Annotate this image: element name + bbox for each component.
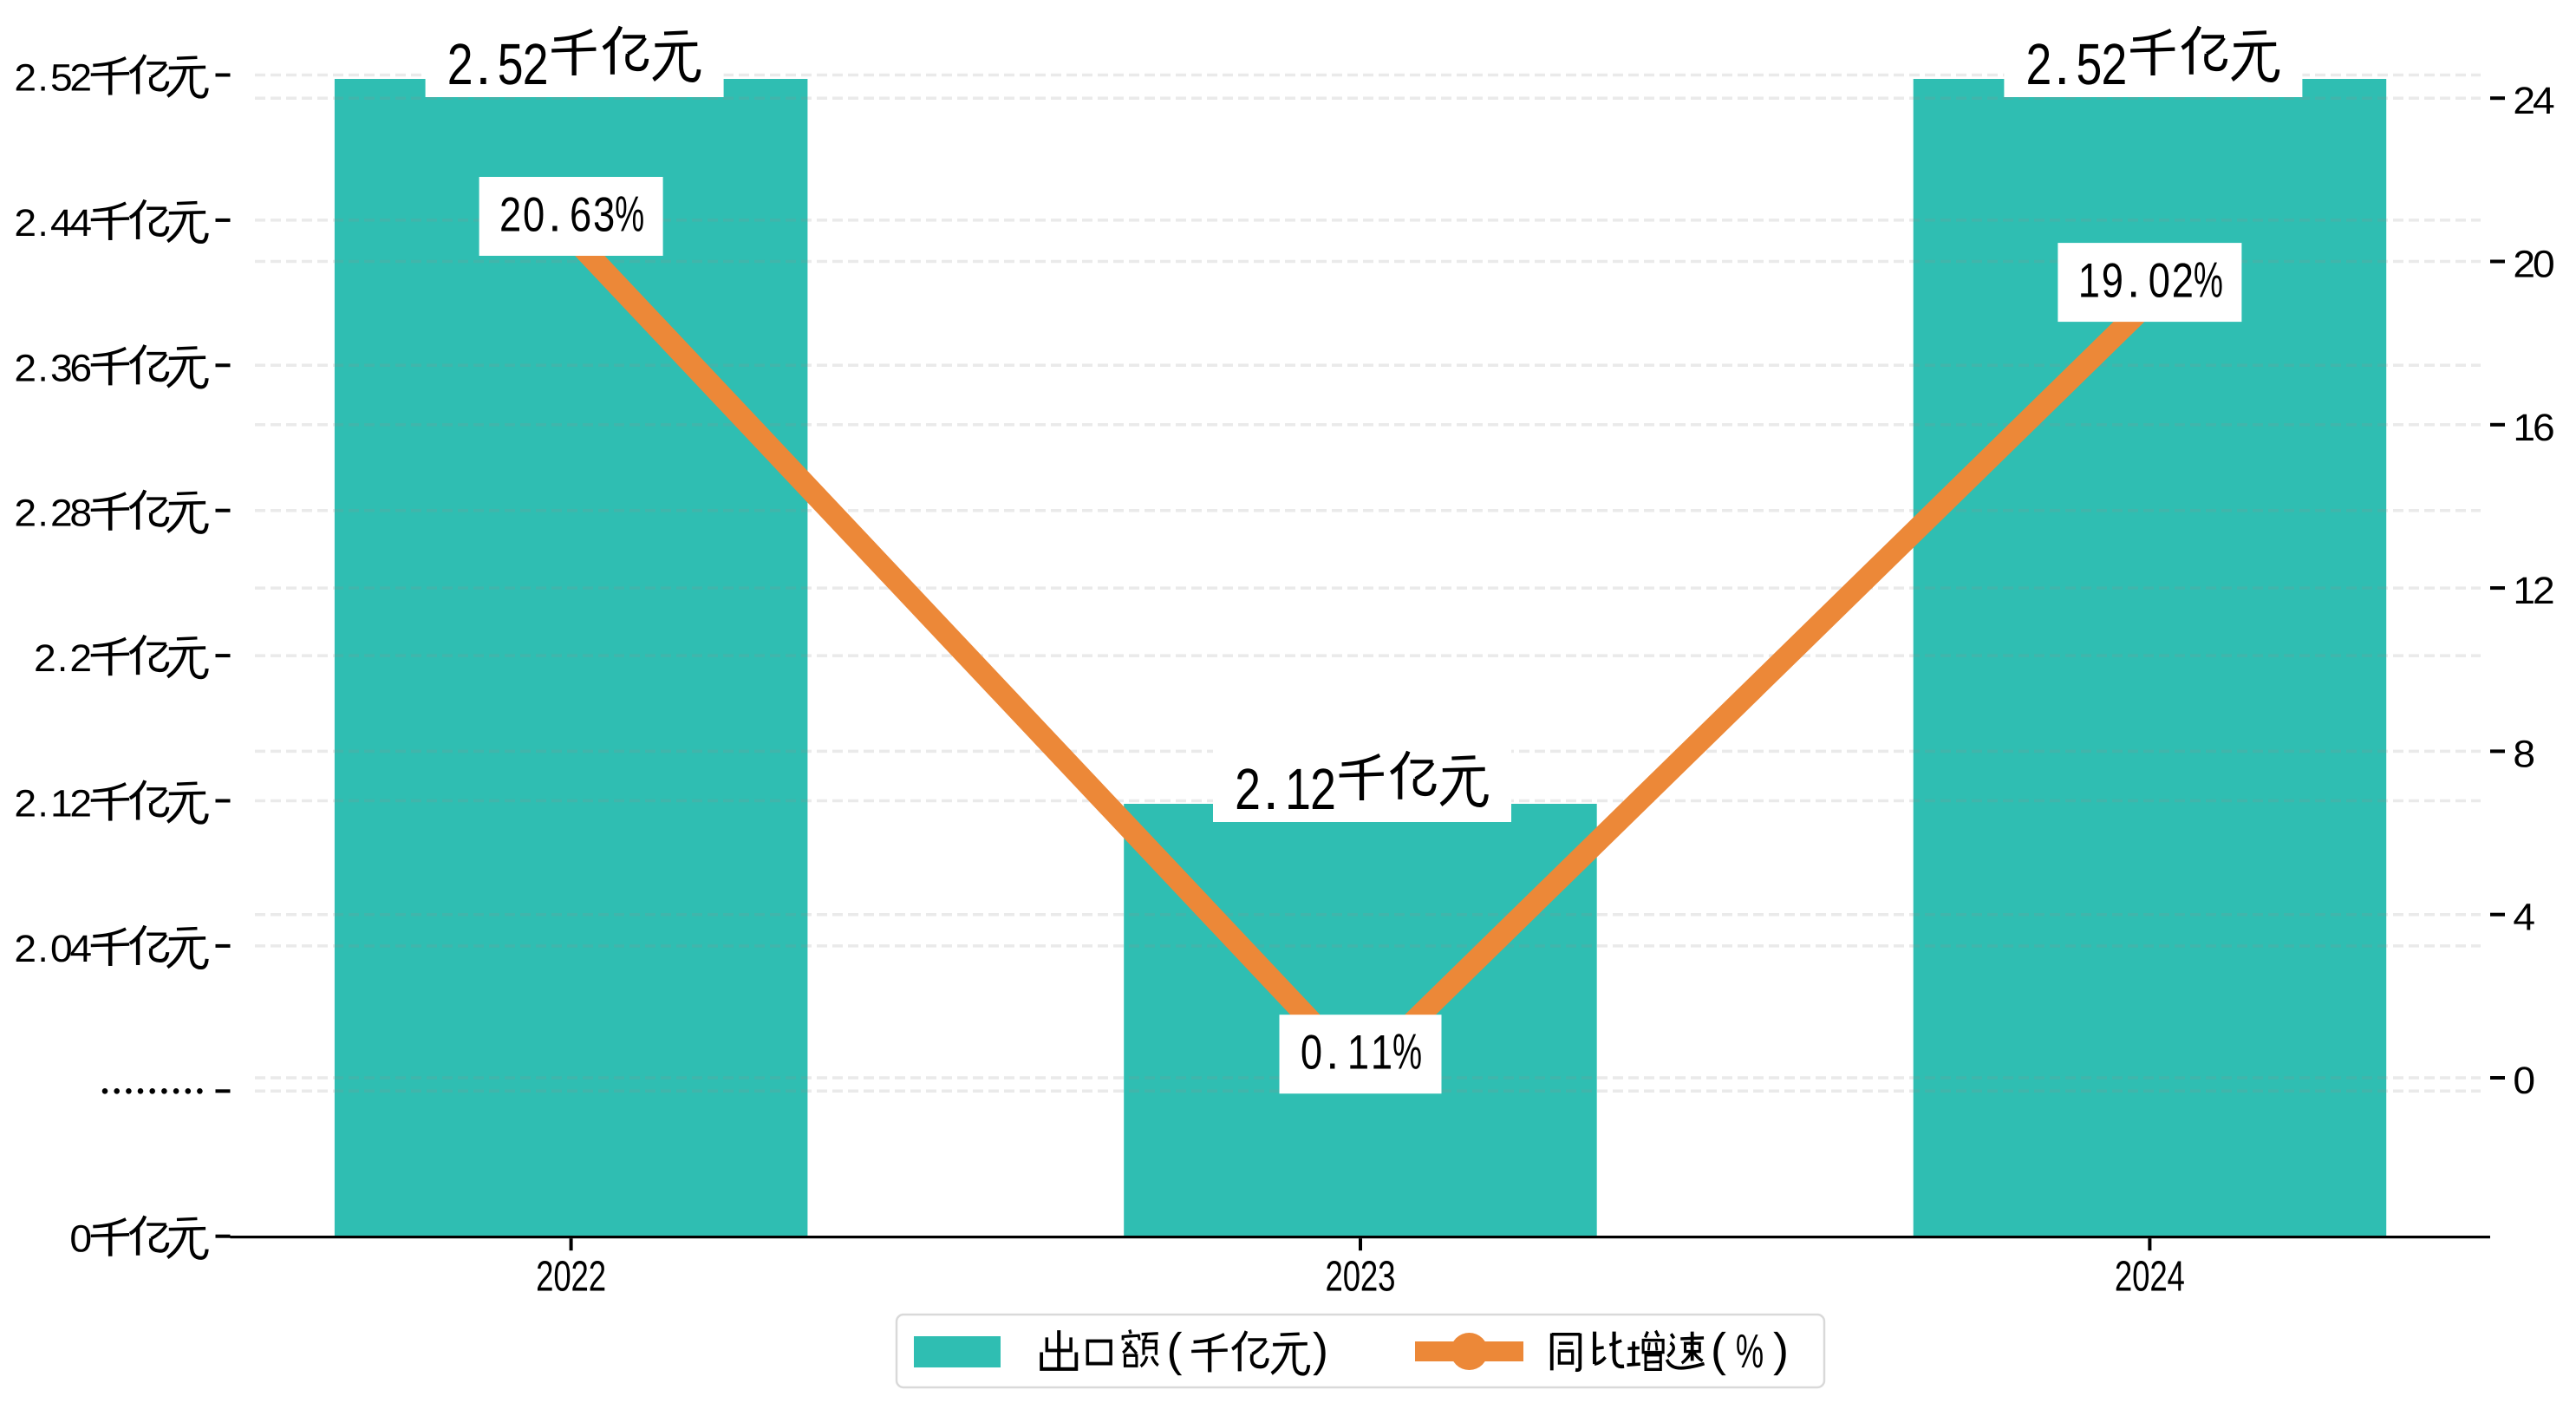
svg-text:6: 6 xyxy=(69,347,92,389)
svg-text:2: 2 xyxy=(2101,32,2127,97)
svg-text:%: % xyxy=(2194,252,2223,309)
svg-text:2: 2 xyxy=(2149,1253,2167,1301)
svg-text:.: . xyxy=(2054,32,2071,97)
svg-text:0: 0 xyxy=(523,187,545,242)
svg-text:0: 0 xyxy=(1343,1253,1360,1301)
svg-text:4: 4 xyxy=(2533,80,2555,122)
svg-text:.: . xyxy=(38,347,49,389)
svg-text:4: 4 xyxy=(2168,1253,2185,1301)
svg-text:0: 0 xyxy=(2132,1253,2149,1301)
svg-text:0: 0 xyxy=(50,928,73,970)
svg-text:.: . xyxy=(38,202,49,245)
svg-text:5: 5 xyxy=(2076,32,2102,97)
svg-text:4: 4 xyxy=(69,928,92,970)
svg-text:1: 1 xyxy=(1347,1025,1369,1080)
svg-text:9: 9 xyxy=(2102,253,2123,308)
svg-text:0: 0 xyxy=(2513,1060,2535,1102)
svg-text:0: 0 xyxy=(2149,253,2170,308)
svg-text:1: 1 xyxy=(2078,253,2100,308)
svg-text:2: 2 xyxy=(14,928,36,970)
svg-text:2: 2 xyxy=(447,32,473,97)
svg-text:2: 2 xyxy=(14,347,36,389)
svg-text:2: 2 xyxy=(2025,32,2051,97)
svg-text:2: 2 xyxy=(2115,1253,2132,1301)
svg-text:1: 1 xyxy=(2513,570,2535,612)
svg-text:2: 2 xyxy=(14,493,36,535)
svg-text:2: 2 xyxy=(34,637,56,680)
svg-text:0: 0 xyxy=(1301,1025,1322,1080)
svg-text:2: 2 xyxy=(536,1253,553,1301)
svg-text:2: 2 xyxy=(2172,253,2194,308)
svg-text:%: % xyxy=(1736,1324,1764,1378)
svg-text:): ) xyxy=(1773,1324,1789,1376)
svg-text:%: % xyxy=(1392,1024,1422,1080)
svg-text:2: 2 xyxy=(69,783,92,825)
svg-text:0: 0 xyxy=(2533,244,2555,286)
svg-text:(: ( xyxy=(1711,1324,1726,1376)
svg-text:2: 2 xyxy=(2533,570,2555,612)
svg-text:6: 6 xyxy=(2533,407,2555,449)
svg-text:.: . xyxy=(548,187,562,242)
svg-text:%: % xyxy=(615,186,644,243)
svg-text:2: 2 xyxy=(499,187,521,242)
svg-text:2: 2 xyxy=(2513,244,2535,286)
svg-text:0: 0 xyxy=(69,1218,92,1261)
svg-text:4: 4 xyxy=(69,202,92,245)
svg-text:2: 2 xyxy=(1360,1253,1378,1301)
svg-text:1: 1 xyxy=(1285,757,1311,822)
svg-text:1: 1 xyxy=(50,783,73,825)
svg-text:.: . xyxy=(38,57,49,100)
svg-text:): ) xyxy=(1313,1324,1328,1376)
svg-text:(: ( xyxy=(1167,1324,1183,1376)
svg-text:3: 3 xyxy=(1378,1253,1395,1301)
svg-text:3: 3 xyxy=(50,347,73,389)
svg-text:2: 2 xyxy=(1235,757,1261,822)
svg-text:1: 1 xyxy=(2513,407,2535,449)
svg-text:.: . xyxy=(38,493,49,535)
svg-text:2: 2 xyxy=(69,637,92,680)
svg-text:.: . xyxy=(38,783,49,825)
svg-text:.: . xyxy=(1326,1025,1340,1080)
svg-text:6: 6 xyxy=(570,187,591,242)
svg-text:.: . xyxy=(38,928,49,970)
svg-text:1: 1 xyxy=(1371,1025,1392,1080)
svg-text:2: 2 xyxy=(589,1253,606,1301)
svg-text:.: . xyxy=(57,637,68,680)
svg-text:2: 2 xyxy=(69,57,92,100)
svg-text:3: 3 xyxy=(593,187,615,242)
svg-text:.: . xyxy=(475,32,492,97)
svg-text:2: 2 xyxy=(14,202,36,245)
svg-text:5: 5 xyxy=(50,57,73,100)
svg-text:8: 8 xyxy=(2513,733,2535,775)
svg-text:0: 0 xyxy=(553,1253,571,1301)
svg-text:8: 8 xyxy=(69,493,92,535)
svg-text:.: . xyxy=(1263,757,1280,822)
svg-text:2: 2 xyxy=(523,32,549,97)
svg-text:2: 2 xyxy=(14,783,36,825)
svg-text:2: 2 xyxy=(1326,1253,1343,1301)
svg-text:2: 2 xyxy=(14,57,36,100)
svg-text:2: 2 xyxy=(50,493,73,535)
svg-text:4: 4 xyxy=(50,202,73,245)
svg-text:2: 2 xyxy=(1310,757,1336,822)
svg-text:5: 5 xyxy=(498,32,524,97)
svg-text:2: 2 xyxy=(571,1253,589,1301)
svg-text:2: 2 xyxy=(2513,80,2535,122)
svg-text:4: 4 xyxy=(2513,897,2535,939)
svg-text:.: . xyxy=(2127,253,2141,308)
